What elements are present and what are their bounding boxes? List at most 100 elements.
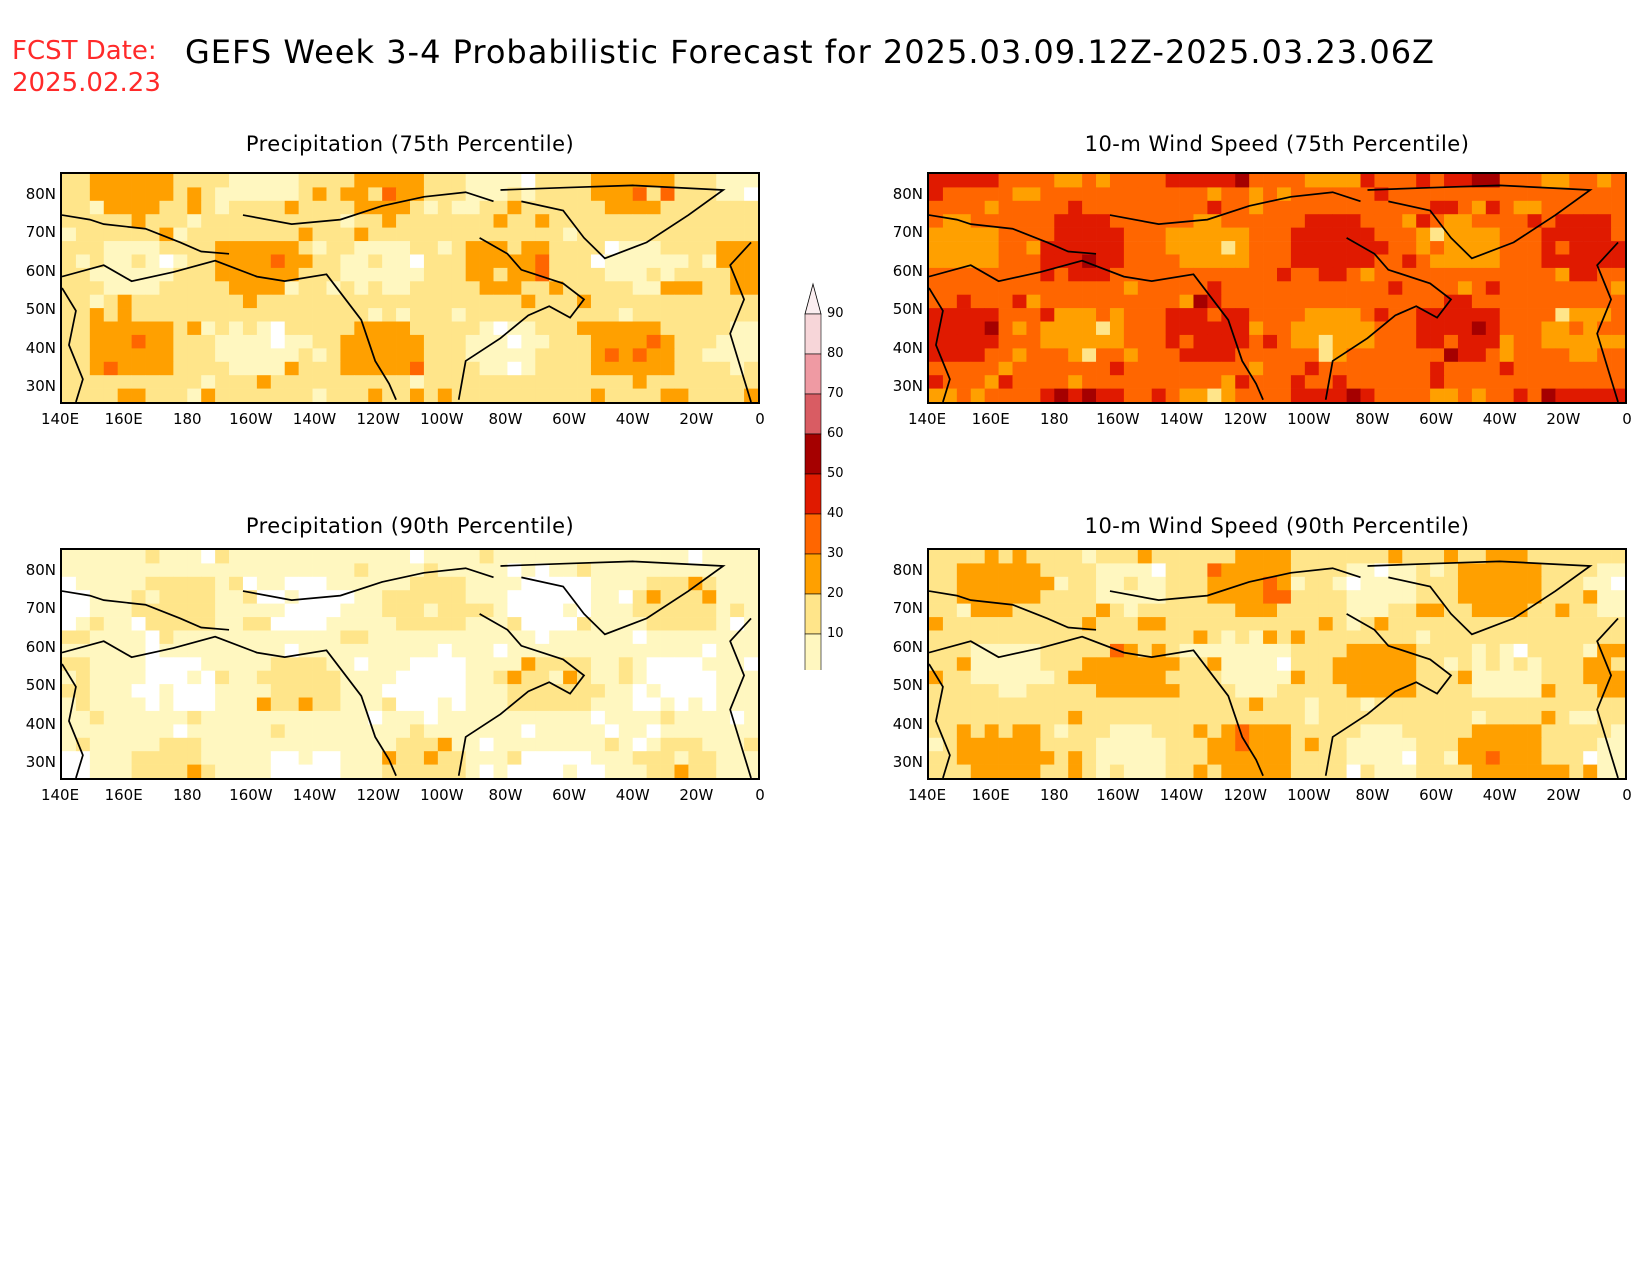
field-cell [1040, 590, 1055, 604]
field-cell [1388, 697, 1403, 712]
field-cell [984, 174, 999, 188]
field-cell [75, 563, 91, 578]
field-cell [89, 308, 105, 322]
field-cell [465, 590, 480, 604]
field-cell [998, 174, 1013, 188]
field-cell [1374, 334, 1389, 349]
field-cell [201, 375, 216, 389]
field-cell [1416, 174, 1431, 188]
field-cell [1054, 764, 1069, 778]
field-cell [89, 764, 105, 778]
field-cell [89, 697, 105, 712]
field-cell [1444, 603, 1459, 618]
field-cell [1123, 684, 1139, 698]
field-cell [340, 375, 355, 389]
field-cell [1207, 241, 1222, 255]
field-cell [929, 751, 944, 765]
field-cell [1151, 214, 1166, 228]
field-cell [1611, 348, 1625, 363]
field-cell [410, 254, 425, 269]
field-cell [970, 361, 986, 376]
field-cell [145, 321, 160, 336]
field-cell [145, 737, 160, 752]
field-cell [1249, 630, 1264, 645]
field-cell [716, 657, 731, 672]
field-cell [563, 550, 578, 564]
field-cell [1346, 227, 1361, 242]
field-cell [1527, 294, 1542, 309]
field-cell [1277, 227, 1292, 242]
field-cell [298, 764, 313, 778]
field-cell [1471, 361, 1487, 376]
field-cell [674, 724, 689, 739]
field-cell [549, 576, 564, 591]
field-cell [326, 617, 341, 631]
field-cell [479, 348, 494, 363]
field-cell [215, 187, 230, 202]
field-cell [173, 724, 188, 739]
field-cell [1611, 281, 1625, 296]
field-cell [1040, 187, 1055, 202]
field-cell [117, 281, 132, 296]
field-cell [215, 361, 230, 376]
field-cell [354, 267, 369, 282]
field-cell [1374, 684, 1389, 698]
field-cell [1513, 697, 1528, 712]
field-cell [1151, 348, 1166, 363]
field-cell [173, 214, 188, 228]
field-cell [604, 321, 620, 336]
field-cell [75, 200, 91, 215]
field-cell [1527, 388, 1542, 402]
field-cell [451, 657, 467, 672]
field-cell [577, 308, 592, 322]
field-cell [1068, 348, 1083, 363]
field-cell [173, 670, 188, 685]
field-cell [1485, 563, 1501, 578]
field-cell [479, 550, 494, 564]
coastline [62, 663, 84, 778]
field-cell [423, 388, 439, 402]
field-cell [1388, 174, 1403, 188]
field-cell [1235, 657, 1250, 672]
field-cell [75, 334, 91, 349]
field-cell [549, 375, 564, 389]
field-cell [1611, 187, 1625, 202]
field-cell [688, 321, 703, 336]
field-cell [451, 254, 467, 269]
field-cell [270, 361, 286, 376]
field-cell [660, 200, 675, 215]
field-cell [1221, 334, 1236, 349]
field-cell [354, 214, 369, 228]
field-cell [1040, 388, 1055, 402]
field-cell [1485, 200, 1501, 215]
field-cell [215, 375, 230, 389]
field-cell [117, 200, 132, 215]
field-cell [159, 724, 174, 739]
field-cell [549, 630, 564, 645]
field-cell [423, 724, 439, 739]
field-cell [1513, 764, 1528, 778]
field-cell [942, 375, 958, 389]
field-cell [229, 334, 244, 349]
field-cell [970, 294, 986, 309]
field-cell [312, 724, 327, 739]
field-cell [396, 388, 411, 402]
field-cell [284, 214, 299, 228]
field-cell [173, 254, 188, 269]
field-cell [270, 737, 286, 752]
field-cell [451, 348, 467, 363]
field-cell [521, 751, 536, 765]
field-cell [1304, 388, 1320, 402]
field-cell [451, 200, 467, 215]
field-cell [702, 200, 717, 215]
field-cell [970, 710, 986, 725]
field-cell [1416, 200, 1431, 215]
field-cell [1471, 764, 1487, 778]
field-cell [117, 630, 132, 645]
field-cell [131, 697, 146, 712]
field-cell [89, 294, 105, 309]
field-cell [493, 590, 508, 604]
field-cell [270, 670, 286, 685]
field-cell [1360, 281, 1375, 296]
field-cell [507, 267, 522, 282]
